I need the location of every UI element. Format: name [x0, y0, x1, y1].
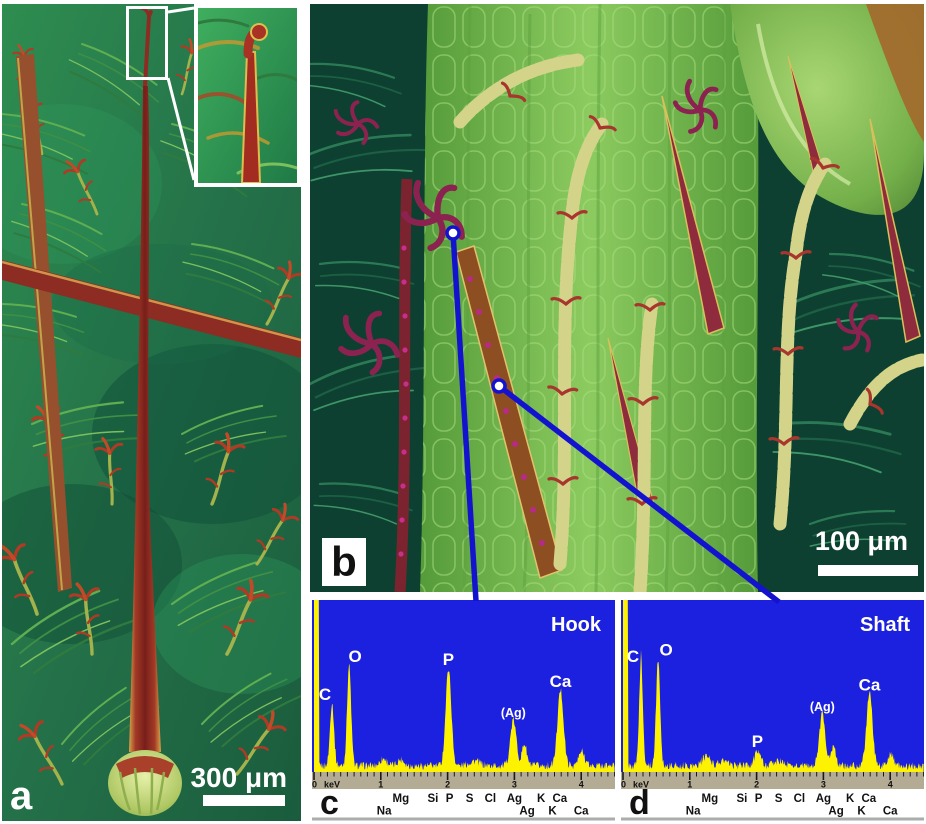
svg-text:C: C [627, 647, 639, 666]
inset-hooked-tip [240, 23, 268, 184]
svg-text:2: 2 [445, 780, 450, 790]
svg-text:Ca: Ca [883, 806, 898, 818]
svg-text:K: K [857, 806, 866, 818]
svg-text:keV: keV [633, 780, 649, 790]
svg-text:Si: Si [736, 793, 747, 805]
svg-text:P: P [752, 732, 763, 751]
svg-text:(Ag): (Ag) [810, 700, 835, 714]
svg-text:P: P [443, 650, 454, 669]
svg-text:3: 3 [512, 780, 517, 790]
svg-text:Ag: Ag [507, 793, 522, 805]
central-trichome-shaft [108, 6, 182, 816]
svg-text:1: 1 [687, 780, 692, 790]
panel-b-letter: b [331, 538, 357, 585]
svg-text:2: 2 [754, 780, 759, 790]
svg-text:K: K [846, 793, 855, 805]
svg-text:O: O [659, 641, 672, 660]
svg-text:3: 3 [821, 780, 826, 790]
svg-text:Hook: Hook [551, 614, 602, 636]
panel-b-letter-box: b [322, 538, 366, 586]
svg-text:Mg: Mg [702, 793, 719, 805]
panel-d-letter: d [629, 784, 650, 821]
panel-b-scalebar-label: 100 μm [814, 526, 908, 556]
panel-d-edx-spectrum-shaft: 0 1 2 3 4 keV Mg Si P S Cl Ag K Ca Na Ag K Ca C O P (Ag) Ca Sha… [621, 600, 924, 821]
panel-a-scalebar [203, 795, 285, 806]
svg-text:4: 4 [888, 780, 893, 790]
panel-b-sem-image [310, 4, 924, 592]
svg-text:Si: Si [427, 793, 438, 805]
svg-text:S: S [775, 793, 783, 805]
svg-text:S: S [466, 793, 474, 805]
svg-text:Na: Na [377, 806, 392, 818]
svg-text:C: C [319, 685, 331, 704]
trichome-socket-structure [730, 4, 924, 215]
svg-text:Ca: Ca [861, 793, 876, 805]
panel-a-scalebar-label: 300 μm [190, 762, 287, 793]
panel-c-letter: c [320, 784, 339, 821]
panel-a: a 300 μm [2, 4, 301, 821]
svg-text:Mg: Mg [393, 793, 410, 805]
large-diagonal-trichomes [2, 4, 301, 592]
panel-a-letter: a [10, 774, 33, 818]
inset-connector-lines [166, 6, 196, 181]
svg-text:Ca: Ca [552, 793, 567, 805]
svg-text:4: 4 [579, 780, 584, 790]
svg-text:Shaft: Shaft [860, 614, 910, 636]
svg-text:0: 0 [312, 780, 317, 790]
svg-text:keV: keV [324, 780, 340, 790]
svg-text:P: P [446, 793, 454, 805]
svg-text:Ca: Ca [859, 675, 881, 694]
svg-text:Ag: Ag [828, 806, 843, 818]
svg-text:0: 0 [621, 780, 626, 790]
svg-text:O: O [348, 647, 361, 666]
svg-text:Na: Na [686, 806, 701, 818]
svg-text:Cl: Cl [794, 793, 806, 805]
svg-text:Ca: Ca [550, 672, 572, 691]
svg-text:Cl: Cl [485, 793, 497, 805]
svg-text:Ca: Ca [574, 806, 589, 818]
svg-text:K: K [537, 793, 546, 805]
svg-text:P: P [755, 793, 763, 805]
svg-text:K: K [548, 806, 557, 818]
svg-text:Ag: Ag [816, 793, 831, 805]
panel-c-edx-spectrum-hook: 0 1 2 3 4 keV Mg Si P S Cl Ag K Ca Na Ag K Ca C O P (Ag) Ca Hoo… [312, 600, 615, 821]
panel-a-inset-magnified-hook [194, 4, 301, 187]
svg-text:(Ag): (Ag) [501, 706, 526, 720]
panel-b: b 100 μm [310, 4, 924, 592]
inset-image [196, 8, 299, 184]
panel-b-scalebar [818, 565, 918, 576]
panel-a-zoom-outline [126, 6, 168, 80]
svg-text:Ag: Ag [519, 806, 534, 818]
svg-text:1: 1 [378, 780, 383, 790]
